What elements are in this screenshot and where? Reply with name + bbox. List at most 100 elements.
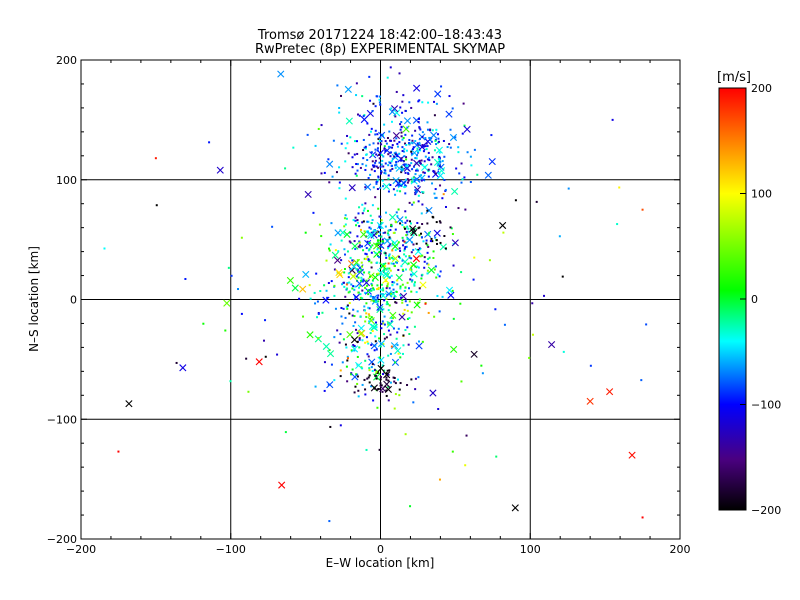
data-point: [409, 273, 412, 276]
data-point: [376, 406, 379, 409]
data-point: [410, 311, 413, 314]
data-point: [360, 276, 363, 279]
data-point: [433, 114, 436, 117]
data-point-x: [451, 187, 459, 196]
data-point: [387, 373, 390, 376]
data-point: [412, 273, 415, 276]
data-point-x: [351, 242, 359, 250]
data-point: [426, 158, 429, 161]
data-point-x: [364, 183, 372, 191]
data-point: [386, 76, 389, 79]
data-point: [429, 138, 432, 141]
data-point: [376, 179, 379, 182]
data-point-x: [379, 262, 387, 270]
data-point: [444, 247, 447, 250]
data-point-x: [451, 239, 459, 247]
data-point: [321, 311, 324, 314]
data-point: [567, 187, 570, 190]
data-point: [451, 233, 454, 236]
data-point: [330, 363, 333, 366]
data-point: [369, 295, 372, 298]
data-point-x: [445, 286, 454, 294]
data-point-x: [391, 254, 399, 263]
data-point: [366, 353, 369, 356]
data-point: [421, 164, 424, 167]
data-point: [363, 378, 366, 381]
data-point: [408, 256, 411, 259]
data-point: [371, 370, 374, 373]
data-point: [346, 287, 349, 290]
data-point: [364, 168, 367, 171]
data-point: [344, 223, 347, 226]
data-point: [449, 226, 452, 229]
data-point: [417, 194, 420, 197]
data-point: [347, 291, 350, 294]
data-point: [410, 290, 413, 293]
data-point: [402, 334, 405, 337]
scatter-points: [103, 66, 648, 523]
data-point: [376, 284, 379, 287]
data-point-x: [392, 132, 401, 140]
data-point: [385, 372, 388, 375]
data-point-x: [352, 293, 360, 301]
data-point: [363, 271, 366, 274]
data-point-x: [383, 271, 391, 280]
data-point: [464, 464, 467, 467]
data-point: [404, 142, 407, 145]
colorbar-tick-label: 200: [751, 82, 772, 95]
data-point: [645, 323, 648, 326]
data-point: [495, 455, 498, 458]
data-point-x: [343, 230, 351, 239]
data-point: [320, 172, 323, 175]
data-point: [410, 280, 413, 283]
data-point: [528, 356, 531, 359]
data-point-x: [331, 251, 339, 259]
data-point-x: [415, 342, 423, 350]
data-point: [338, 166, 341, 169]
data-point: [394, 166, 397, 169]
data-point: [370, 385, 373, 388]
data-point: [425, 242, 428, 245]
data-point: [415, 157, 418, 160]
data-point: [412, 234, 415, 237]
data-point: [370, 261, 373, 264]
data-point: [350, 349, 353, 352]
data-point: [367, 342, 370, 345]
data-point-x: [291, 284, 299, 292]
data-point-x: [299, 285, 307, 293]
data-point: [378, 98, 381, 101]
data-point: [240, 236, 243, 239]
data-point: [432, 256, 435, 259]
data-point: [374, 105, 377, 108]
data-point: [371, 244, 374, 247]
data-point: [388, 139, 391, 142]
data-point: [435, 196, 438, 199]
data-point: [393, 265, 396, 268]
data-point: [323, 389, 326, 392]
data-point: [436, 133, 439, 136]
data-point: [403, 240, 406, 243]
data-point: [380, 221, 383, 224]
data-point: [401, 138, 404, 141]
data-point-x: [447, 291, 455, 299]
data-point: [230, 274, 233, 277]
data-point-x: [435, 146, 443, 154]
data-point: [366, 158, 369, 161]
data-point: [383, 147, 386, 150]
data-point: [383, 323, 386, 326]
data-point: [444, 205, 447, 208]
data-point: [363, 230, 366, 233]
data-point: [427, 170, 430, 173]
data-point: [344, 197, 347, 200]
data-point: [405, 234, 408, 237]
data-point: [349, 256, 352, 259]
data-point: [405, 156, 408, 159]
data-point: [374, 196, 377, 199]
data-point: [415, 169, 418, 172]
data-point: [392, 317, 395, 320]
data-point: [359, 296, 362, 299]
data-point: [372, 142, 375, 145]
data-point-x: [377, 364, 385, 373]
data-point: [393, 376, 396, 379]
data-point: [412, 176, 415, 179]
